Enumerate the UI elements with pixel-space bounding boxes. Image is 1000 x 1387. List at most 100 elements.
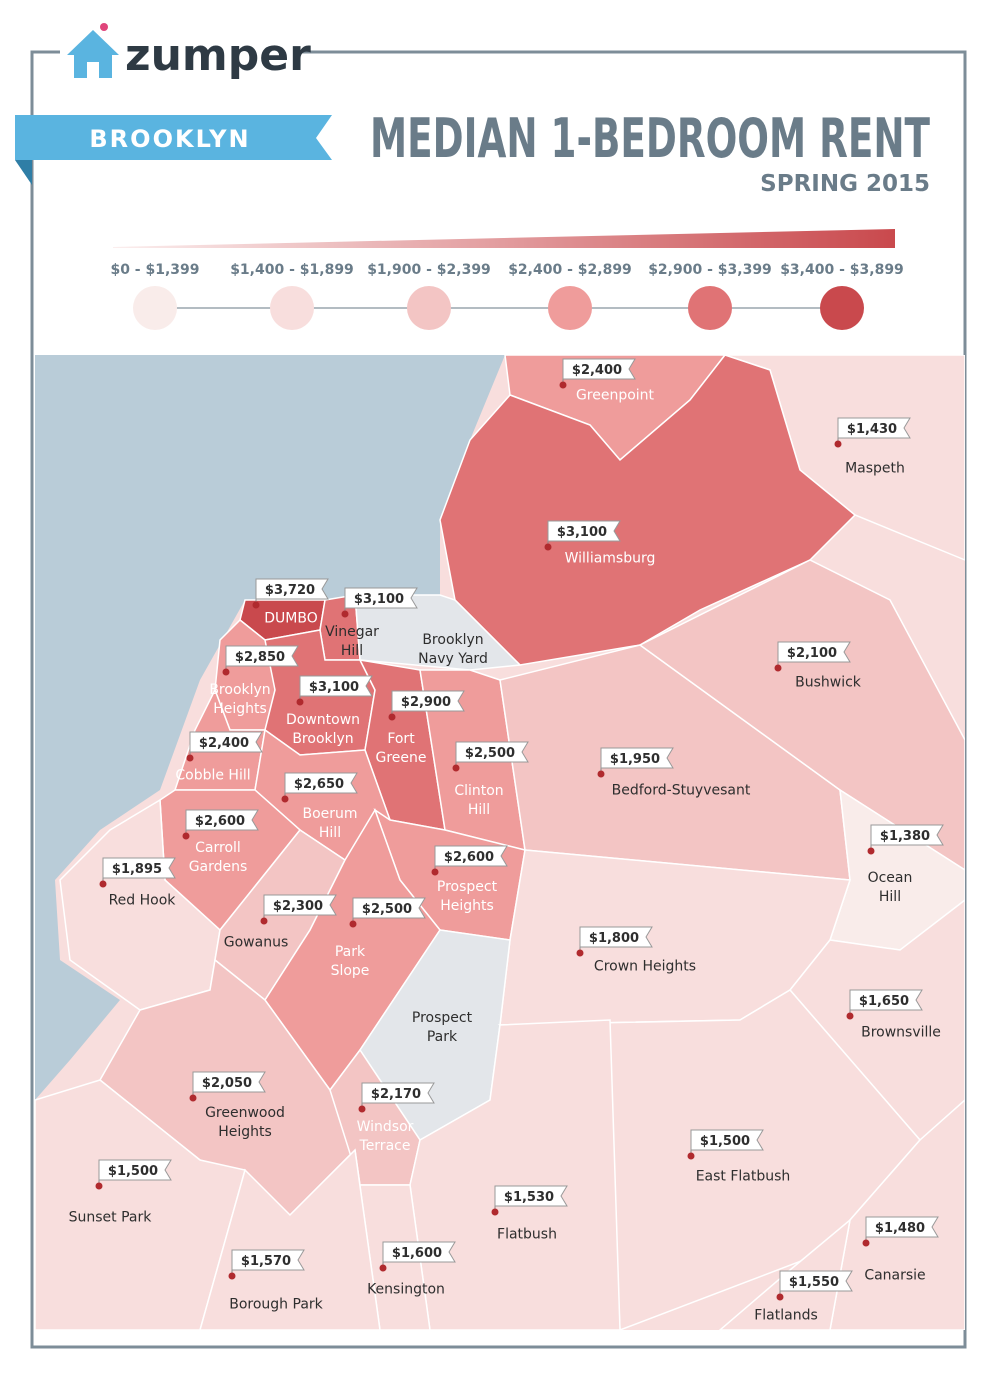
neighborhood-name: Boerum Hill bbox=[302, 806, 358, 841]
legend-label: $2,900 - $3,399 bbox=[648, 262, 772, 278]
rent-flag bbox=[865, 1216, 939, 1238]
banner bbox=[15, 115, 332, 160]
neighborhood-name: Cobble Hill bbox=[175, 767, 251, 784]
rent-dot bbox=[95, 1182, 103, 1190]
neighborhood-name: East Flatbush bbox=[695, 1168, 791, 1185]
rent-flag bbox=[562, 358, 636, 380]
rent-flag bbox=[579, 926, 653, 948]
rent-dot bbox=[349, 920, 357, 928]
map bbox=[35, 355, 965, 1330]
rent-flag bbox=[690, 1129, 764, 1151]
rent-dot bbox=[862, 1239, 870, 1247]
rent-label: $1,500 bbox=[108, 1164, 158, 1179]
rent-flag bbox=[361, 1082, 435, 1104]
rent-label: $3,720 bbox=[265, 583, 315, 598]
rent-label: $3,100 bbox=[354, 592, 404, 607]
legend-swatch bbox=[548, 286, 592, 330]
neighborhood-name: Brooklyn Navy Yard bbox=[418, 632, 488, 667]
legend-swatch bbox=[820, 286, 864, 330]
brand: zumper bbox=[125, 30, 311, 81]
neighborhood-name: Greenwood Heights bbox=[205, 1105, 285, 1140]
rent-label: $1,895 bbox=[112, 862, 162, 877]
rent-flag bbox=[777, 641, 851, 663]
rent-flag bbox=[434, 845, 508, 867]
rent-dot bbox=[544, 543, 552, 551]
rent-dot bbox=[296, 698, 304, 706]
rent-label: $2,600 bbox=[195, 814, 245, 829]
rent-flag bbox=[185, 809, 259, 831]
subtitle: SPRING 2015 bbox=[760, 171, 930, 197]
rent-dot bbox=[189, 1094, 197, 1102]
rent-dot bbox=[431, 868, 439, 876]
neighborhood-name: Crown Heights bbox=[593, 958, 697, 975]
rent-dot bbox=[341, 610, 349, 618]
legend-label: $3,400 - $3,899 bbox=[780, 262, 904, 278]
rent-flag bbox=[263, 894, 337, 916]
legend-swatch bbox=[688, 286, 732, 330]
neighborhood-name: Flatbush bbox=[497, 1226, 557, 1243]
logo-icon bbox=[67, 23, 119, 78]
rent-dot bbox=[222, 668, 230, 676]
water bbox=[35, 355, 505, 1100]
neighborhood-name: Brooklyn Heights bbox=[209, 682, 271, 717]
neighborhood-name: Downtown Brooklyn bbox=[285, 712, 361, 747]
rent-label: $1,950 bbox=[610, 752, 660, 767]
rent-flag bbox=[382, 1241, 456, 1263]
neighborhood-name: Canarsie bbox=[864, 1267, 926, 1284]
rent-dot bbox=[687, 1152, 695, 1160]
legend-swatch bbox=[133, 286, 177, 330]
rent-label: $3,100 bbox=[557, 525, 607, 540]
legend-label: $1,900 - $2,399 bbox=[367, 262, 491, 278]
neighborhood-name: Vinegar Hill bbox=[325, 624, 379, 659]
rent-flag bbox=[600, 747, 674, 769]
rent-flag bbox=[98, 1159, 172, 1181]
neighborhood-name: Fort Greene bbox=[375, 731, 427, 766]
neighborhood-area bbox=[829, 1098, 965, 1330]
neighborhood-name: Windsor Terrace bbox=[356, 1119, 414, 1154]
rent-flag bbox=[344, 587, 418, 609]
rent-dot bbox=[834, 440, 842, 448]
neighborhood-name: Flatlands bbox=[754, 1307, 818, 1324]
neighborhood-name: Brownsville bbox=[861, 1024, 941, 1041]
rent-label: $2,600 bbox=[444, 850, 494, 865]
neighborhood-name: Carroll Gardens bbox=[188, 840, 248, 875]
rent-flag bbox=[391, 690, 465, 712]
rent-flag bbox=[352, 897, 426, 919]
rent-label: $2,900 bbox=[401, 695, 451, 710]
legend-label: $1,400 - $1,899 bbox=[230, 262, 354, 278]
rent-flag bbox=[849, 989, 923, 1011]
neighborhood-area bbox=[439, 355, 857, 666]
rent-flag bbox=[494, 1185, 568, 1207]
rent-label: $3,100 bbox=[309, 680, 359, 695]
rent-label: $1,380 bbox=[880, 829, 930, 844]
rent-dot bbox=[597, 770, 605, 778]
gradient-bar bbox=[113, 229, 895, 248]
legend-swatch bbox=[407, 286, 451, 330]
neighborhood-name: Ocean Hill bbox=[867, 870, 913, 905]
rent-label: $2,100 bbox=[787, 646, 837, 661]
rent-flag bbox=[192, 1071, 266, 1093]
rent-dot bbox=[388, 713, 396, 721]
rent-label: $1,480 bbox=[875, 1221, 925, 1236]
neighborhood-name: Kensington bbox=[367, 1281, 445, 1298]
legend-label: $2,400 - $2,899 bbox=[508, 262, 632, 278]
neighborhood-name: Park Slope bbox=[330, 944, 370, 979]
rent-label: $2,500 bbox=[362, 902, 412, 917]
neighborhood-area bbox=[199, 1148, 381, 1330]
rent-label: $1,800 bbox=[589, 931, 639, 946]
rent-flag bbox=[102, 857, 176, 879]
rent-dot bbox=[182, 832, 190, 840]
rent-dot bbox=[379, 1264, 387, 1272]
rent-flag bbox=[284, 772, 358, 794]
rent-dot bbox=[281, 795, 289, 803]
rent-flag bbox=[837, 417, 911, 439]
rent-flag bbox=[255, 578, 329, 600]
rent-flag bbox=[455, 741, 529, 763]
rent-label: $1,550 bbox=[789, 1275, 839, 1290]
rent-label: $1,530 bbox=[504, 1190, 554, 1205]
banner-fold bbox=[15, 160, 32, 185]
rent-dot bbox=[776, 1293, 784, 1301]
neighborhood-name: Prospect Heights bbox=[436, 879, 498, 914]
